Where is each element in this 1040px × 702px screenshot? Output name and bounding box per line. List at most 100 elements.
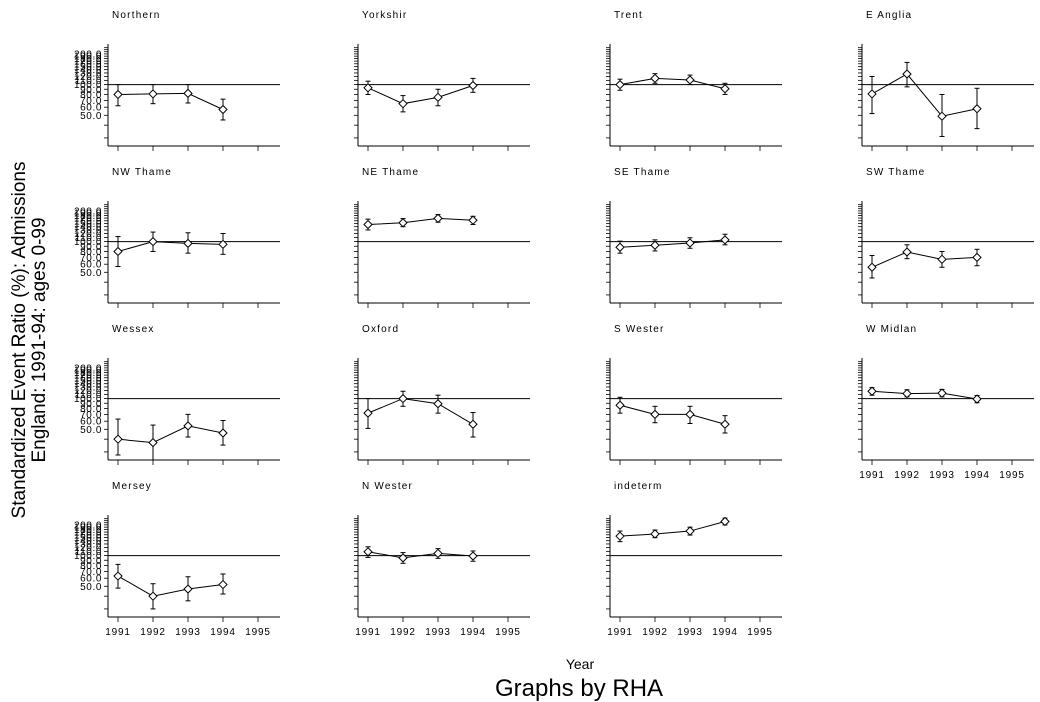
data-point (685, 409, 695, 420)
panel-title: Oxford (362, 324, 399, 335)
x-tick-label: 1994 (712, 627, 737, 638)
data-point (972, 252, 982, 263)
series-line (117, 575, 224, 597)
panel-title: Northern (112, 10, 161, 21)
x-tick-label: 1995 (495, 627, 520, 638)
data-point (148, 591, 158, 601)
data-point (937, 388, 947, 398)
y-tick-label: 80.0 (80, 404, 102, 415)
y-tick-label: 140.0 (74, 536, 102, 547)
y-tick-label: 50.0 (80, 268, 102, 279)
y-tick-label: 80.0 (80, 90, 102, 101)
y-tick-label: 150.0 (74, 376, 102, 387)
panel: W Midlan 1991 1992 1993 1994 1995 (858, 324, 1034, 481)
data-point (398, 553, 408, 563)
data-point (433, 399, 443, 409)
x-tick-label: 1992 (140, 627, 165, 638)
panel-title: S Wester (614, 324, 665, 335)
panel: Wessex 200.0190.0180.0170.0160.0150.0140.… (74, 324, 280, 465)
panel-title: E Anglia (866, 10, 912, 21)
x-tick-label: 1991 (355, 627, 380, 638)
data-point (615, 242, 625, 252)
y-tick-label: 100.0 (74, 237, 102, 248)
y-tick-label: 180.0 (74, 54, 102, 65)
data-point (650, 240, 660, 250)
x-tick-label: 1991 (607, 627, 632, 638)
y-tick-label: 120.0 (74, 386, 102, 397)
data-point (183, 88, 193, 99)
y-tick-label: 140.0 (74, 222, 102, 233)
series-line (367, 551, 474, 559)
y-tick-label: 80.0 (80, 561, 102, 572)
data-point (113, 571, 123, 581)
y-tick-label: 50.0 (80, 111, 102, 122)
data-point (363, 408, 373, 418)
y-tick-label: 70.0 (80, 253, 102, 264)
y-tick-label: 120.0 (74, 229, 102, 240)
data-point (183, 238, 193, 249)
panel-title: NW Thame (112, 167, 172, 178)
data-point (720, 516, 730, 527)
y-tick-label: 70.0 (80, 410, 102, 421)
y-axis-title-line2: England: 1991-94: ages 0-99 (29, 217, 50, 462)
y-tick-label: 70.0 (80, 96, 102, 107)
data-point (902, 247, 912, 257)
x-tick-label: 1994 (460, 627, 485, 638)
data-point (398, 218, 408, 228)
data-point (363, 219, 373, 230)
y-tick-label: 170.0 (74, 371, 102, 382)
y-axis-title-line1: Standardized Event Ratio (%): Admissions (9, 162, 30, 519)
y-tick-label: 190.0 (74, 52, 102, 63)
data-point (363, 83, 373, 93)
y-tick-label: 180.0 (74, 211, 102, 222)
y-tick-label: 200.0 (74, 520, 102, 531)
panel-title: N Wester (362, 481, 413, 492)
series-line (367, 398, 474, 425)
panel: S Wester (606, 324, 782, 465)
data-point (972, 104, 982, 114)
panel-grid: Northern200.0190.0180.0170.0160.0150.014… (74, 10, 1034, 638)
y-tick-label: 80.0 (80, 247, 102, 258)
data-point (148, 437, 158, 448)
data-point (902, 69, 912, 79)
x-tick-label: 1995 (999, 470, 1024, 481)
data-point (902, 388, 912, 399)
data-point (433, 92, 443, 103)
data-point (398, 98, 408, 109)
data-point (148, 89, 158, 99)
y-tick-label: 160.0 (74, 216, 102, 227)
data-point (113, 246, 123, 257)
y-tick-label: 90.0 (80, 399, 102, 410)
x-tick-label: 1993 (677, 627, 702, 638)
y-tick-label: 50.0 (80, 582, 102, 593)
y-tick-label: 160.0 (74, 373, 102, 384)
x-tick-label: 1995 (747, 627, 772, 638)
y-tick-label: 110.0 (75, 547, 102, 558)
series-line (117, 425, 224, 444)
y-tick-label: 100.0 (74, 551, 102, 562)
data-point (615, 400, 625, 410)
panel-title: Yorkshir (362, 10, 407, 21)
x-tick-label: 1992 (894, 470, 919, 481)
y-tick-label: 200.0 (74, 206, 102, 217)
data-point (113, 434, 123, 444)
y-tick-label: 60.0 (80, 574, 102, 585)
y-tick-label: 90.0 (80, 85, 102, 96)
y-tick-label: 90.0 (80, 556, 102, 567)
y-tick-label: 140.0 (74, 65, 102, 76)
series-line (619, 77, 726, 90)
data-point (867, 89, 877, 99)
x-tick-label: 1991 (105, 627, 130, 638)
y-tick-label: 160.0 (74, 530, 102, 541)
data-point (468, 215, 478, 225)
panel-title: Trent (614, 10, 643, 21)
panel: Mersey 200.0190.0180.0170.0160.0150.0140.… (74, 481, 280, 638)
y-tick-label: 60.0 (80, 260, 102, 271)
y-tick-label: 50.0 (80, 425, 102, 436)
y-tick-label: 170.0 (74, 57, 102, 68)
data-point (615, 531, 625, 541)
panel: E Anglia (858, 10, 1034, 151)
y-tick-label: 200.0 (74, 49, 102, 60)
y-tick-label: 110.0 (75, 233, 102, 244)
